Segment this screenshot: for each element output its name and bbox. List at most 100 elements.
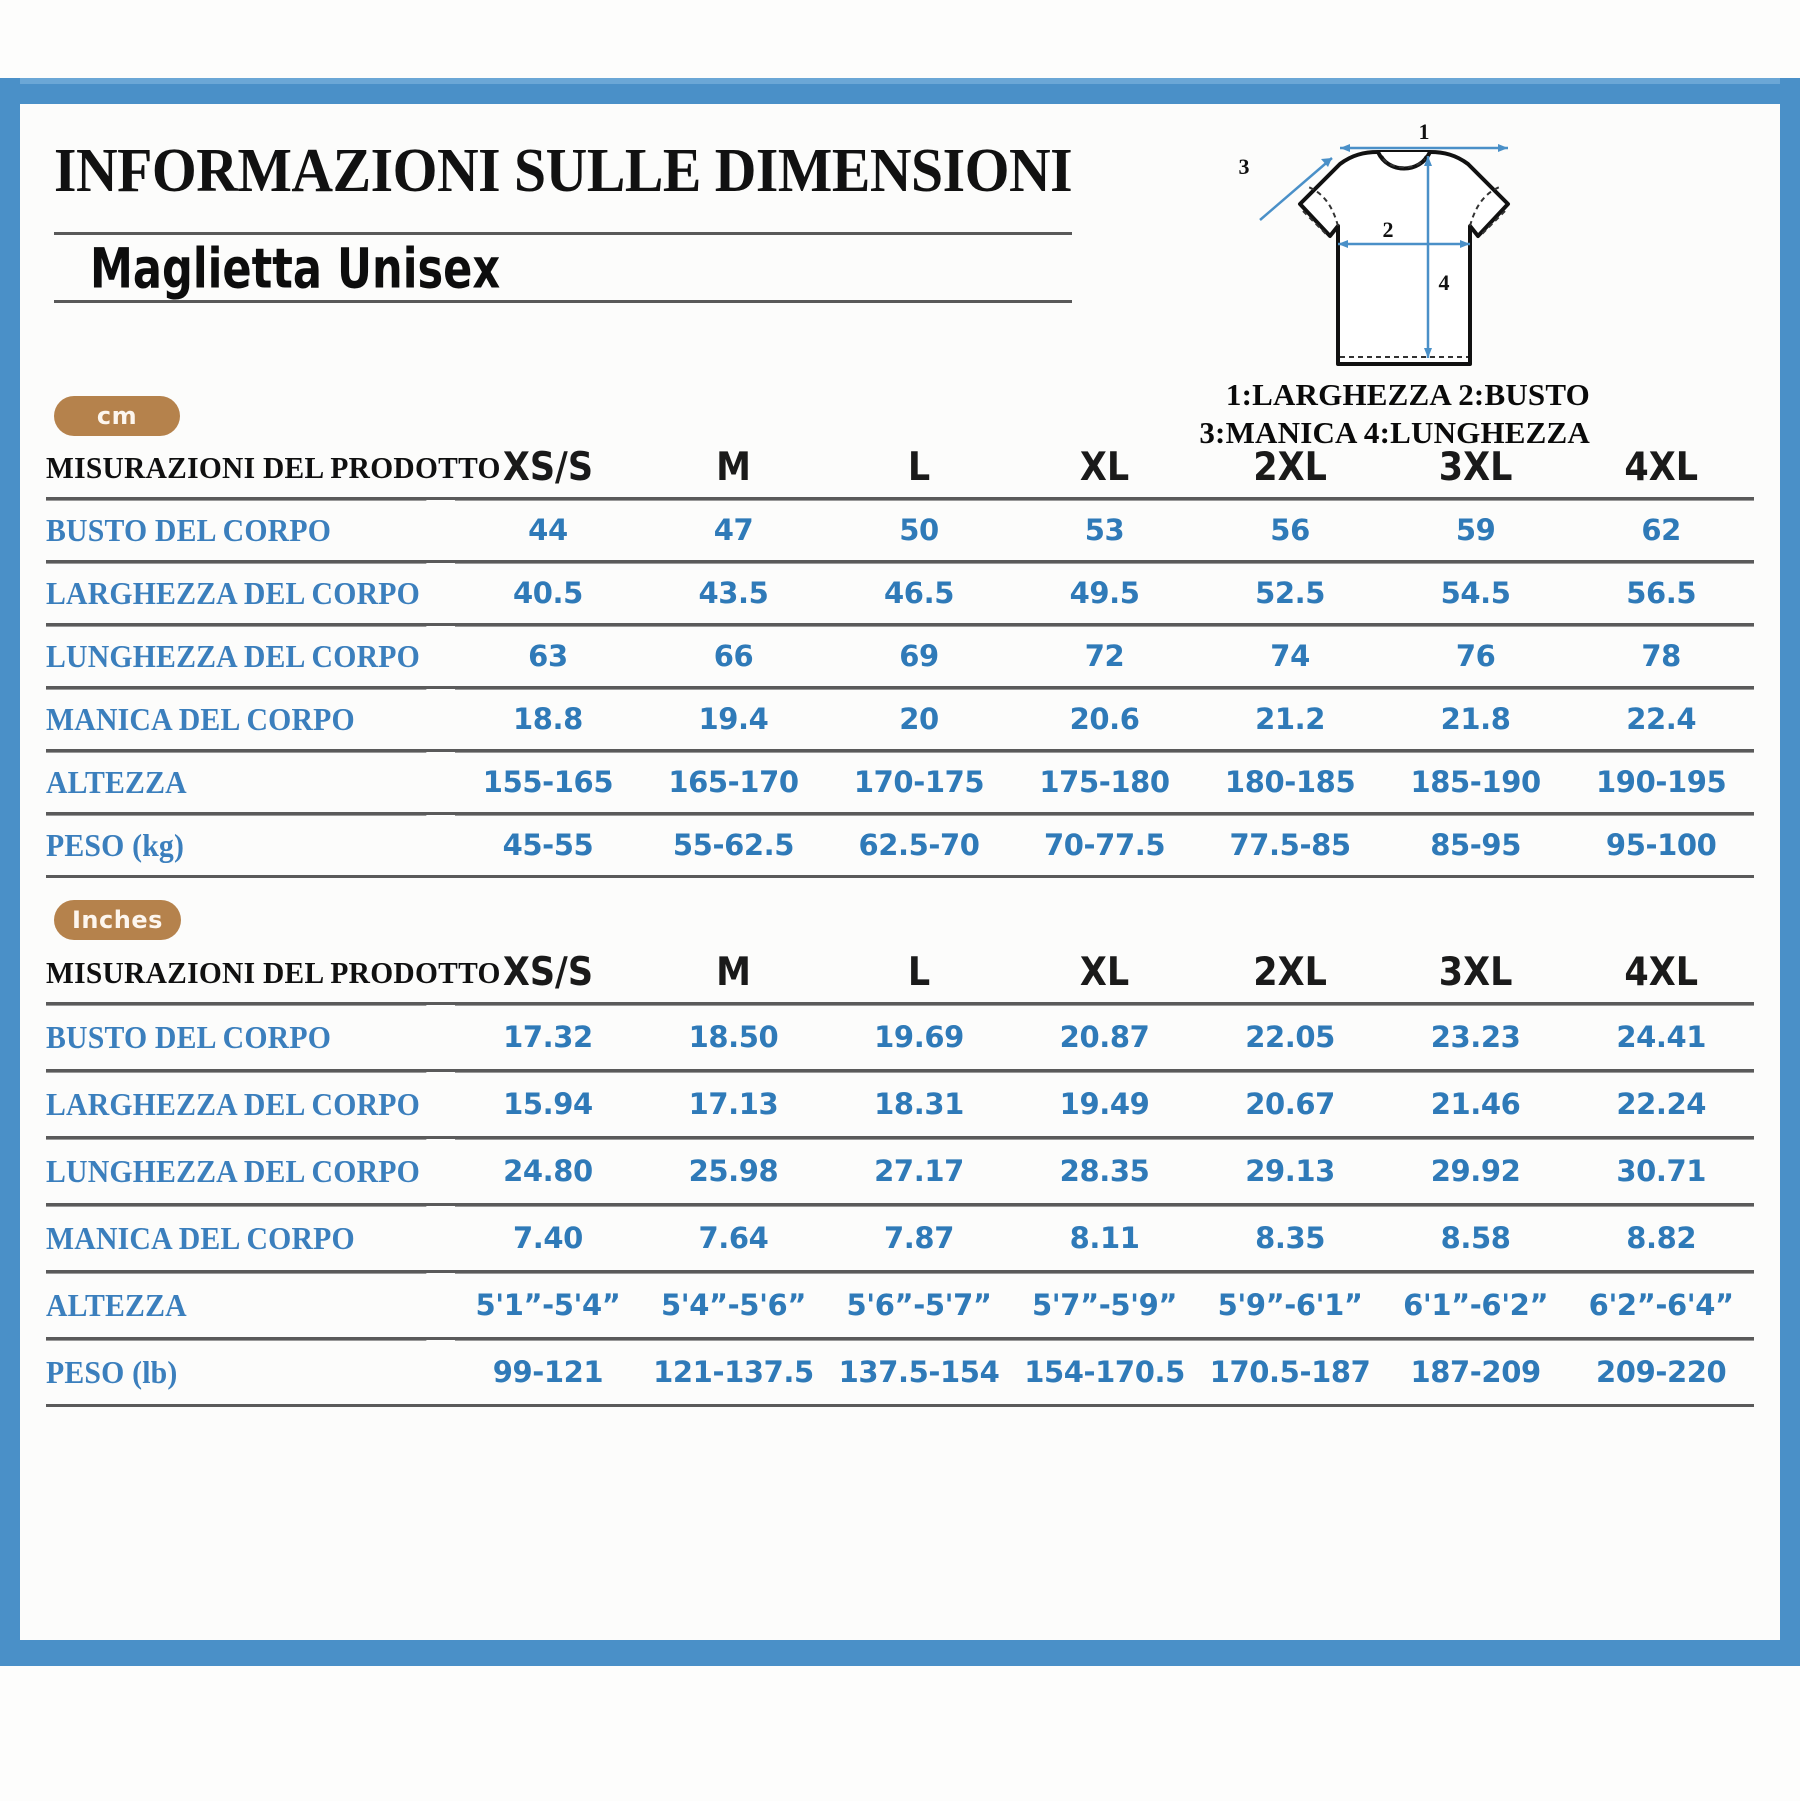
in-cell: 8.58 [1382,1203,1569,1272]
cm-cell: 62.5-70 [826,812,1012,878]
diagram-legend: 1:LARGHEZZA 2:BUSTO 3:MANICA 4:LUNGHEZZA [1120,376,1590,452]
cm-cell: 54.5 [1382,560,1569,625]
in-cell: 6'1”-6'2” [1382,1270,1569,1339]
cm-size-m: M [716,445,751,491]
in-size-l: L [907,950,931,996]
cm-cell: 165-170 [640,749,827,814]
in-size-xs-s: XS/S [502,950,594,996]
in-cell: 22.24 [1568,1069,1754,1138]
cm-cell: 20.6 [1011,686,1198,751]
title-divider-top [54,232,1072,235]
cm-cell: 46.5 [826,560,1012,625]
in-cell: 25.98 [640,1136,827,1205]
in-cell: 18.50 [640,1002,827,1071]
in-cell: 7.64 [640,1203,827,1272]
cm-cell: 62 [1568,497,1754,562]
cm-cell: 155-165 [455,749,641,814]
right-blue-edge [1780,78,1800,1666]
in-cell: 8.82 [1568,1203,1754,1272]
in-corner-label: MISURAZIONI DEL PRODOTTO [46,955,501,990]
cm-cell: 63 [455,623,641,688]
in-cell: 5'9”-6'1” [1197,1270,1383,1339]
marker-2-label: 2 [1383,217,1394,242]
in-cell: 30.71 [1568,1136,1754,1205]
bottom-blue-band [0,1640,1800,1666]
cm-row-label-busto: BUSTO DEL CORPO [46,497,427,562]
table-row: BUSTO DEL CORPO 44 47 50 53 56 59 62 [46,497,1754,562]
cm-row-label-altezza: ALTEZZA [46,749,427,814]
cm-cell: 21.2 [1197,686,1383,751]
cm-cell: 190-195 [1568,749,1754,814]
cm-cell: 69 [826,623,1012,688]
cm-cell: 40.5 [455,560,641,625]
cm-row-label-peso: PESO (kg) [46,812,427,878]
cm-cell: 59 [1382,497,1569,562]
table-row: ALTEZZA 155-165 165-170 170-175 175-180 … [46,749,1754,814]
marker-4-label: 4 [1439,270,1450,295]
top-blue-band-light [0,78,1800,84]
cm-cell: 53 [1011,497,1198,562]
cm-cell: 43.5 [640,560,827,625]
in-size-xl: XL [1079,950,1130,996]
cm-cell: 22.4 [1568,686,1754,751]
in-size-4xl: 4XL [1624,950,1698,996]
cm-cell: 76 [1382,623,1569,688]
cm-cell: 19.4 [640,686,827,751]
table-row: PESO (kg) 45-55 55-62.5 62.5-70 70-77.5 … [46,812,1754,878]
cm-cell: 21.8 [1382,686,1569,751]
cm-cell: 47 [640,497,827,562]
cm-cell: 66 [640,623,827,688]
in-cell: 21.46 [1382,1069,1569,1138]
in-cell: 154-170.5 [1011,1337,1198,1407]
cm-cell: 56 [1197,497,1383,562]
marker-3-label: 3 [1239,154,1250,179]
cm-cell: 85-95 [1382,812,1569,878]
cm-cell: 18.8 [455,686,641,751]
cm-cell: 50 [826,497,1012,562]
marker-1-label: 1 [1419,119,1430,144]
in-cell: 27.17 [826,1136,1012,1205]
cm-cell: 77.5-85 [1197,812,1383,878]
size-table-cm: MISURAZIONI DEL PRODOTTO XS/S M L XL 2XL… [46,439,1754,878]
in-cell: 17.32 [455,1002,641,1071]
cm-size-l: L [907,445,931,491]
cm-corner-label: MISURAZIONI DEL PRODOTTO [46,450,501,485]
cm-cell: 45-55 [455,812,641,878]
in-cell: 15.94 [455,1069,641,1138]
cm-row-label-lunghezza: LUNGHEZZA DEL CORPO [46,623,427,688]
cm-size-2xl: 2XL [1253,445,1327,491]
cm-cell: 70-77.5 [1011,812,1198,878]
table-row: LUNGHEZZA DEL CORPO 63 66 69 72 74 76 78 [46,623,1754,688]
cm-cell: 55-62.5 [640,812,827,878]
in-cell: 19.49 [1011,1069,1198,1138]
in-cell: 23.23 [1382,1002,1569,1071]
chart-canvas: INFORMAZIONI SULLE DIMENSIONI Maglietta … [20,104,1780,1640]
cm-cell: 20 [826,686,1012,751]
table-header-row: MISURAZIONI DEL PRODOTTO XS/S M L XL 2XL… [46,439,1754,499]
cm-size-xs-s: XS/S [502,445,594,491]
in-row-label-lunghezza: LUNGHEZZA DEL CORPO [46,1136,427,1205]
cm-cell: 74 [1197,623,1383,688]
in-cell: 5'7”-5'9” [1011,1270,1198,1339]
left-blue-edge [0,78,20,1666]
in-size-2xl: 2XL [1253,950,1327,996]
table-row: MANICA DEL CORPO 18.8 19.4 20 20.6 21.2 … [46,686,1754,751]
table-row: LUNGHEZZA DEL CORPO 24.80 25.98 27.17 28… [46,1136,1754,1205]
cm-cell: 56.5 [1568,560,1754,625]
in-cell: 29.13 [1197,1136,1383,1205]
in-cell: 29.92 [1382,1136,1569,1205]
in-cell: 137.5-154 [826,1337,1012,1407]
in-cell: 17.13 [640,1069,827,1138]
legend-line-2: 3:MANICA 4:LUNGHEZZA [1199,414,1590,450]
in-row-label-peso: PESO (lb) [46,1337,427,1407]
cm-cell: 170-175 [826,749,1012,814]
cm-size-3xl: 3XL [1438,445,1513,491]
table-row: LARGHEZZA DEL CORPO 15.94 17.13 18.31 19… [46,1069,1754,1138]
in-cell: 5'1”-5'4” [455,1270,641,1339]
in-cell: 7.87 [826,1203,1012,1272]
in-cell: 18.31 [826,1069,1012,1138]
in-cell: 6'2”-6'4” [1568,1270,1754,1339]
in-cell: 20.87 [1011,1002,1198,1071]
in-cell: 5'6”-5'7” [826,1270,1012,1339]
